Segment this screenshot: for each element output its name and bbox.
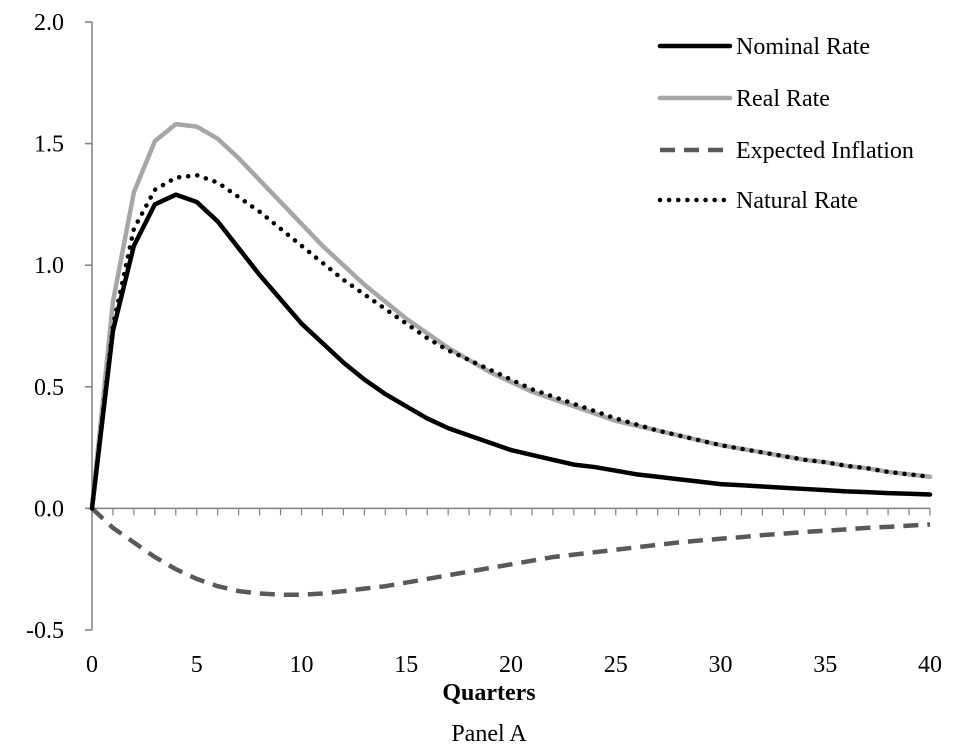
legend-label: Real Rate <box>736 86 830 112</box>
legend-label: Natural Rate <box>736 188 858 214</box>
x-axis-ticks: 0 5 10 15 20 25 30 35 40 <box>86 508 942 678</box>
legend: Nominal Rate Real Rate Expected Inflation N… <box>657 34 914 214</box>
x-tick-label: 5 <box>191 652 203 678</box>
series-layer <box>89 121 933 597</box>
x-tick-label: 0 <box>86 652 98 678</box>
y-tick-label: -0.5 <box>26 618 64 644</box>
x-tick-label: 40 <box>918 652 942 678</box>
y-tick-label: 2.0 <box>34 10 64 36</box>
series-line-nominal-rate <box>89 192 933 511</box>
axes <box>91 22 930 630</box>
x-axis-title: Quarters <box>442 680 535 706</box>
y-tick-label: 0.5 <box>34 375 64 401</box>
y-axis-ticks: 2.0 1.5 1.0 0.5 0.0 -0.5 <box>26 10 92 644</box>
legend-label: Nominal Rate <box>736 34 870 60</box>
x-tick-label: 15 <box>394 652 418 678</box>
panel-caption: Panel A <box>451 721 527 747</box>
legend-label: Expected Inflation <box>736 138 914 164</box>
y-tick-label: 1.5 <box>34 132 64 158</box>
series-line-natural-rate <box>89 172 933 511</box>
x-tick-label: 35 <box>813 652 837 678</box>
x-tick-label: 25 <box>604 652 628 678</box>
y-tick-label: 0.0 <box>34 496 64 522</box>
y-tick-label: 1.0 <box>34 253 64 279</box>
x-tick-label: 30 <box>709 652 733 678</box>
series-line-expected-inflation <box>90 506 931 597</box>
x-tick-label: 10 <box>290 652 314 678</box>
series-line-real-rate <box>89 121 933 511</box>
x-tick-label: 20 <box>499 652 523 678</box>
